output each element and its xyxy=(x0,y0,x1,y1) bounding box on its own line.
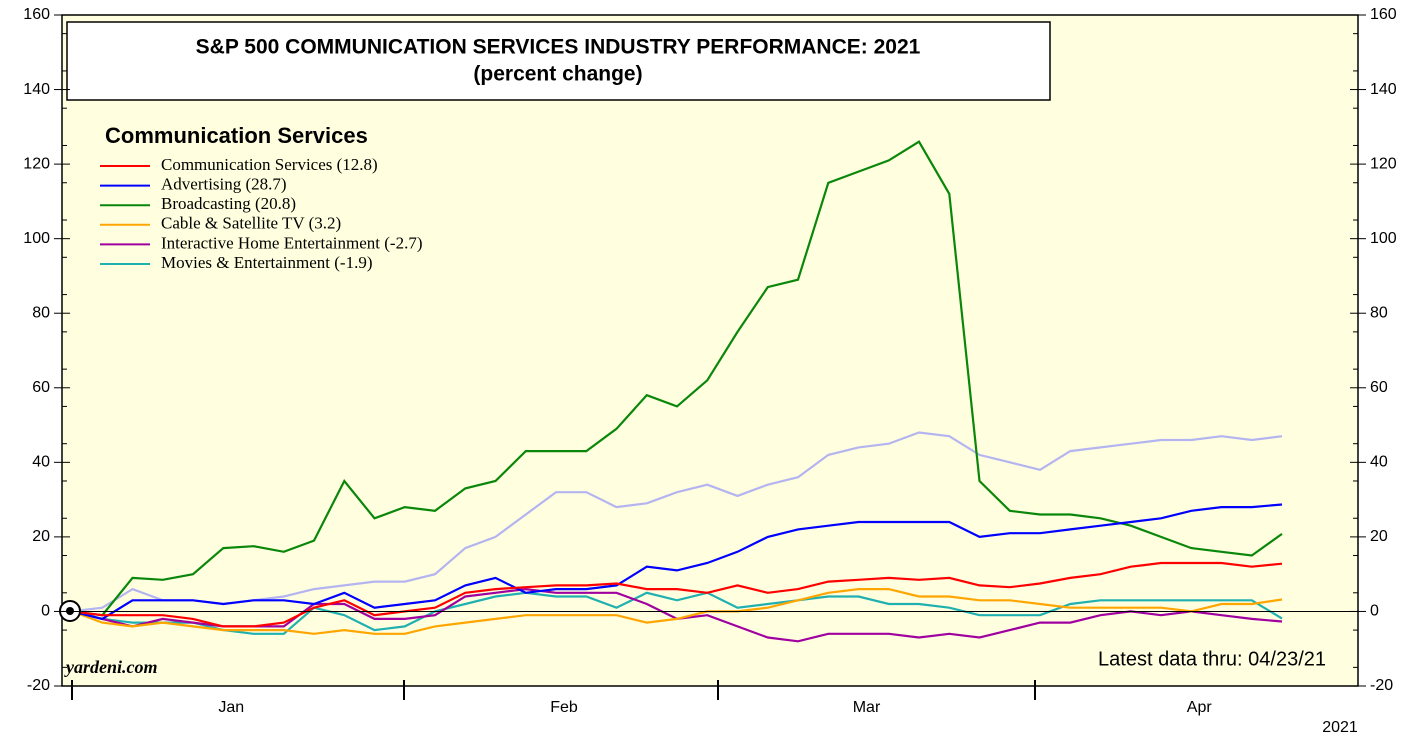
legend-label: Cable & Satellite TV (3.2) xyxy=(161,214,341,233)
title-box xyxy=(66,21,1051,101)
y-tick-label: 20 xyxy=(32,528,50,545)
legend-label: Broadcasting (20.8) xyxy=(161,194,296,213)
y-tick-label: 80 xyxy=(32,304,50,321)
series-line xyxy=(71,140,1283,617)
x-tick-label: Jan xyxy=(218,699,244,716)
y-tick-label: 60 xyxy=(32,379,50,396)
legend-label: Communication Services (12.8) xyxy=(161,155,378,174)
year-label: 2021 xyxy=(1322,719,1358,736)
series-line xyxy=(71,503,1283,621)
y2-tick-label: -20 xyxy=(1370,677,1393,694)
x-tick-label: Apr xyxy=(1187,699,1213,716)
y-tick-label: 100 xyxy=(23,230,50,247)
x-tick-label: Mar xyxy=(853,699,881,716)
x-tick-label: Feb xyxy=(550,699,578,716)
note: Latest data thru: 04/23/21 xyxy=(1098,648,1326,670)
y-tick-label: 0 xyxy=(41,603,50,620)
y2-tick-label: 100 xyxy=(1370,230,1397,247)
y-tick-label: -20 xyxy=(27,677,50,694)
series-line xyxy=(71,588,1283,635)
y-tick-label: 140 xyxy=(23,81,50,98)
series-line xyxy=(71,431,1283,613)
chart-subtitle: (percent change) xyxy=(473,63,642,86)
y2-tick-label: 20 xyxy=(1370,528,1388,545)
legend-title: Communication Services xyxy=(105,123,368,148)
y2-tick-label: 140 xyxy=(1370,81,1397,98)
source: yardeni.com xyxy=(64,657,158,677)
chart-title: S&P 500 COMMUNICATION SERVICES INDUSTRY … xyxy=(196,36,921,59)
series-line xyxy=(71,591,1283,635)
y2-tick-label: 160 xyxy=(1370,6,1397,23)
legend-label: Interactive Home Entertainment (-2.7) xyxy=(161,233,423,252)
y2-tick-label: 80 xyxy=(1370,304,1388,321)
legend-label: Advertising (28.7) xyxy=(161,175,287,194)
legend-label: Movies & Entertainment (-1.9) xyxy=(161,253,373,272)
y-tick-label: 160 xyxy=(23,6,50,23)
series-line xyxy=(71,561,1283,628)
y2-tick-label: 0 xyxy=(1370,603,1379,620)
y2-tick-label: 40 xyxy=(1370,454,1388,471)
y-tick-label: 40 xyxy=(32,454,50,471)
y2-tick-label: 120 xyxy=(1370,155,1397,172)
plot-area xyxy=(61,14,1359,687)
y2-tick-label: 60 xyxy=(1370,379,1388,396)
y-tick-label: 120 xyxy=(23,155,50,172)
